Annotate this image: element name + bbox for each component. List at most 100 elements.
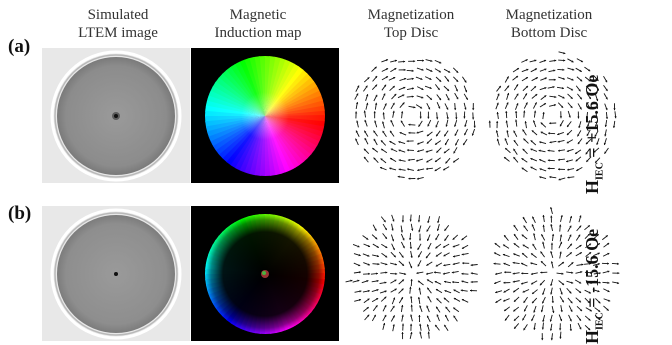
magnetization-arrowhead (400, 111, 404, 114)
magnetization-bottom-disc-panel-a (479, 48, 627, 183)
magnetization-arrowhead (426, 315, 430, 318)
magnetization-arrowhead (385, 59, 388, 62)
magnetization-arrowhead (595, 160, 598, 163)
magnetization-arrowhead (579, 252, 582, 255)
magnetization-arrowhead (571, 78, 574, 81)
magnetization-arrowhead (557, 132, 560, 136)
magnetization-arrowhead (533, 310, 536, 313)
magnetization-arrowhead (389, 130, 393, 133)
magnetization-arrowhead (393, 255, 396, 258)
magnetization-arrowhead (419, 331, 422, 334)
magnetization-arrowhead (550, 215, 553, 218)
magnetization-arrowhead (397, 175, 400, 178)
magnetization-arrowhead (419, 116, 422, 119)
magnetization-arrowhead (502, 253, 506, 257)
magnetization-arrowhead (358, 298, 362, 302)
magnetization-arrowhead (523, 138, 526, 141)
magnetization-arrowhead (372, 147, 375, 151)
magnetization-arrowhead (559, 336, 562, 339)
magnetization-arrowhead (554, 59, 557, 62)
magnetization-arrowhead (604, 151, 607, 154)
magnetization-arrowhead (358, 264, 361, 267)
magnetization-arrowhead (452, 280, 455, 284)
magnetization-arrowhead (363, 156, 367, 160)
magnetization-arrowhead (596, 234, 599, 237)
magnetization-arrowhead (416, 131, 419, 134)
magnetization-arrowhead (419, 106, 423, 109)
magnetization-arrowhead (493, 252, 497, 255)
magnetization-arrowhead (455, 117, 458, 120)
magnetization-arrowhead (385, 245, 388, 248)
magnetization-arrowhead (384, 281, 387, 284)
magnetization-arrowhead (426, 272, 429, 275)
magnetization-arrowhead (385, 76, 389, 79)
magnetization-arrowhead (356, 93, 359, 96)
magnetization-arrowhead (496, 121, 499, 124)
magnetization-arrowhead (375, 237, 378, 240)
magnetization-arrowhead (571, 271, 574, 274)
magnetization-arrowhead (418, 255, 421, 258)
magnetization-arrowhead (539, 283, 543, 286)
magnetization-arrowhead (560, 310, 563, 313)
magnetization-arrowhead (444, 134, 447, 137)
magnetization-arrowhead (559, 116, 563, 119)
magnetization-arrowhead (435, 125, 438, 128)
magnetization-arrowhead (358, 271, 361, 274)
magnetization-arrowhead (403, 68, 406, 72)
magnetization-arrowhead (374, 102, 378, 105)
magnetization-arrowhead (549, 319, 552, 322)
magnetization-arrowhead (365, 85, 368, 88)
magnetization-arrowhead (607, 252, 610, 255)
magnetization-arrowhead (401, 279, 404, 282)
magnetization-arrowhead (512, 280, 515, 283)
magnetization-arrowhead (446, 117, 449, 120)
magnetization-arrowhead (506, 93, 510, 96)
magnetization-arrowhead (470, 289, 472, 292)
magnetization-arrowhead (410, 279, 413, 282)
magnetization-arrowhead (532, 301, 535, 304)
magnetization-arrowhead (559, 241, 563, 245)
magnetization-arrowhead (513, 130, 516, 133)
magnetization-arrowhead (429, 77, 432, 80)
magnetization-arrowhead (547, 167, 550, 170)
field-label-prefix: H (582, 329, 602, 344)
magnetization-arrowhead (563, 59, 566, 62)
magnetization-arrowhead (587, 124, 590, 127)
magnetization-arrowhead (418, 230, 421, 233)
magnetization-arrowhead (589, 262, 592, 265)
magnetization-arrowhead (585, 142, 589, 145)
magnetization-arrowhead (562, 96, 565, 99)
magnetization-arrowhead (540, 251, 543, 254)
magnetization-arrowhead (368, 272, 371, 276)
magnetization-arrowhead (400, 120, 403, 123)
field-label-sub: IEC (594, 162, 606, 180)
magnetization-arrowhead (598, 317, 601, 321)
magnetization-arrowhead (534, 102, 537, 105)
magnetization-arrowhead (585, 117, 589, 119)
magnetization-arrowhead (588, 79, 591, 82)
magnetization-arrowhead (495, 130, 499, 133)
magnetization-arrowhead (522, 148, 525, 151)
magnetization-arrowhead (376, 279, 379, 283)
magnetization-arrowhead (587, 300, 590, 304)
magnetization-arrowhead (410, 265, 413, 269)
magnetization-arrowhead (607, 270, 610, 273)
magnetization-arrowhead (542, 224, 545, 227)
magnetization-arrowhead (571, 281, 574, 284)
magnetization-arrowhead (426, 324, 430, 327)
magnetization-arrowhead (589, 281, 593, 284)
magnetization-arrowhead (470, 280, 473, 284)
magnetization-arrowhead (512, 272, 515, 275)
magnetization-arrowhead (523, 300, 526, 303)
magnetization-arrowhead (408, 177, 411, 180)
magnetization-arrowhead (439, 79, 442, 82)
magnetization-arrowhead (381, 121, 385, 124)
magnetization-arrowhead (411, 95, 414, 98)
magnetization-arrowhead (417, 280, 421, 283)
magnetization-arrowhead (418, 124, 421, 127)
magnetization-arrowhead (523, 110, 526, 113)
magnetization-arrowhead (425, 167, 428, 170)
magnetization-arrowhead (589, 309, 592, 312)
magnetization-arrowhead (436, 314, 439, 317)
magnetization-arrowhead (566, 141, 569, 144)
